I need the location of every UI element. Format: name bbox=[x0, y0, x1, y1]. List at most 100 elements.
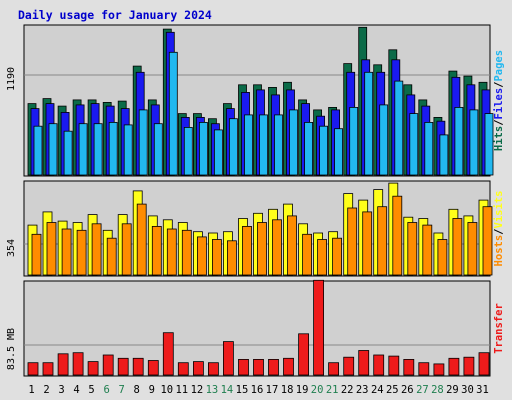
bar-pages-day-26 bbox=[409, 113, 419, 176]
legend-part-hits-files-pages-2: Files bbox=[493, 88, 505, 120]
bar-transfer-day-8 bbox=[132, 357, 144, 376]
bar-pages-day-8 bbox=[138, 109, 148, 176]
bar-pages-day-6 bbox=[108, 122, 118, 176]
x-tick-label-day-9: 9 bbox=[149, 384, 155, 396]
bar-transfer-day-25 bbox=[388, 355, 400, 376]
bar-transfer-day-17 bbox=[268, 358, 279, 376]
bar-hosts-day-5 bbox=[91, 223, 102, 276]
bar-hosts-day-20 bbox=[317, 239, 328, 276]
bar-pages-day-25 bbox=[394, 80, 404, 176]
y-max-label-hits-files-pages: 1190 bbox=[6, 67, 17, 91]
x-tick-label-day-26: 26 bbox=[401, 384, 414, 396]
bar-hosts-day-22 bbox=[347, 207, 358, 276]
bar-hosts-day-30 bbox=[467, 222, 478, 276]
x-tick-label-day-6: 6 bbox=[104, 384, 110, 396]
bar-transfer-day-6 bbox=[102, 354, 114, 376]
bar-transfer-day-23 bbox=[358, 350, 370, 376]
bar-transfer-day-9 bbox=[147, 360, 159, 376]
bar-transfer-day-20 bbox=[313, 279, 325, 376]
bar-hosts-day-27 bbox=[422, 224, 433, 276]
panel-hits-files-pages: 1190 Hits/Files/Pages bbox=[6, 24, 505, 177]
bar-hosts-day-15 bbox=[242, 225, 252, 276]
legend-part-hits-files-pages-1: / bbox=[493, 119, 505, 125]
legend-part-hits-files-pages-3: / bbox=[493, 82, 505, 88]
bar-pages-day-2 bbox=[48, 123, 58, 176]
bar-hosts-day-1 bbox=[31, 233, 42, 276]
bar-hosts-day-26 bbox=[407, 222, 418, 276]
x-tick-label-day-14: 14 bbox=[221, 384, 234, 396]
bar-hosts-day-18 bbox=[287, 215, 297, 276]
bar-transfer-day-19 bbox=[298, 333, 310, 376]
bar-transfer-day-26 bbox=[403, 358, 415, 376]
bar-pages-day-11 bbox=[183, 127, 193, 176]
bar-transfer-day-3 bbox=[57, 353, 69, 376]
bar-pages-day-1 bbox=[33, 125, 43, 176]
bar-hosts-day-6 bbox=[106, 237, 117, 276]
x-tick-label-day-15: 15 bbox=[236, 384, 249, 396]
bar-pages-day-22 bbox=[349, 107, 359, 176]
legend-label-hits-files-pages: Hits/Files/Pages bbox=[493, 50, 505, 151]
legend-part-visits-hosts-0: Hosts bbox=[493, 235, 505, 267]
legend-label-visits-hosts: Hosts/Visits bbox=[493, 191, 505, 267]
bar-pages-day-9 bbox=[153, 123, 163, 176]
panel-visits-hosts: 354 Hosts/Visits bbox=[6, 180, 505, 277]
bar-transfer-day-1 bbox=[27, 362, 39, 376]
bar-transfer-day-29 bbox=[448, 357, 460, 376]
bar-transfer-day-30 bbox=[463, 356, 475, 376]
bar-transfer-day-16 bbox=[253, 358, 264, 376]
bar-pages-day-29 bbox=[454, 107, 464, 176]
bar-pages-day-19 bbox=[304, 122, 314, 176]
bar-pages-day-31 bbox=[484, 113, 494, 176]
bar-pages-day-21 bbox=[334, 128, 344, 176]
bar-transfer-day-11 bbox=[177, 362, 189, 376]
bar-hosts-day-31 bbox=[482, 206, 493, 276]
bar-hosts-day-14 bbox=[226, 240, 237, 276]
x-tick-label-day-7: 7 bbox=[119, 384, 125, 396]
bar-pages-day-30 bbox=[469, 109, 479, 176]
panel-transfer: 83.5 MB Transfer bbox=[6, 279, 505, 377]
legend-part-hits-files-pages-0: Hits bbox=[493, 126, 505, 151]
bar-transfer-day-27 bbox=[418, 362, 430, 376]
x-tick-label-day-23: 23 bbox=[356, 384, 369, 396]
x-tick-label-day-12: 12 bbox=[191, 384, 204, 396]
x-tick-label-day-25: 25 bbox=[386, 384, 399, 396]
bar-hosts-day-4 bbox=[76, 229, 87, 276]
bar-hosts-day-23 bbox=[362, 211, 373, 276]
bar-hosts-day-9 bbox=[151, 225, 162, 276]
bar-hosts-day-13 bbox=[211, 239, 222, 276]
x-tick-label-day-24: 24 bbox=[371, 384, 384, 396]
bar-pages-day-13 bbox=[213, 129, 223, 176]
bar-transfer-day-13 bbox=[207, 362, 219, 376]
bar-transfer-day-31 bbox=[478, 352, 490, 376]
bar-transfer-day-2 bbox=[42, 362, 54, 376]
bar-transfer-day-15 bbox=[238, 358, 249, 376]
x-tick-label-day-30: 30 bbox=[461, 384, 474, 396]
x-tick-label-day-13: 13 bbox=[206, 384, 219, 396]
bar-transfer-day-12 bbox=[192, 361, 204, 376]
bar-pages-day-3 bbox=[63, 130, 73, 176]
x-tick-label-day-3: 3 bbox=[58, 384, 64, 396]
x-tick-label-day-29: 29 bbox=[446, 384, 459, 396]
bar-hosts-day-19 bbox=[302, 233, 313, 276]
bar-hosts-day-29 bbox=[452, 218, 463, 276]
x-tick-label-day-19: 19 bbox=[296, 384, 309, 396]
x-tick-label-day-21: 21 bbox=[326, 384, 339, 396]
legend-part-visits-hosts-1: / bbox=[493, 229, 505, 235]
bar-pages-day-7 bbox=[123, 124, 133, 176]
bar-transfer-day-28 bbox=[433, 363, 445, 376]
bar-hosts-day-10 bbox=[166, 228, 177, 276]
bar-hosts-day-11 bbox=[181, 229, 192, 276]
x-tick-label-day-28: 28 bbox=[431, 384, 444, 396]
x-tick-label-day-16: 16 bbox=[251, 384, 264, 396]
bar-pages-day-12 bbox=[198, 122, 208, 176]
x-tick-label-day-17: 17 bbox=[266, 384, 279, 396]
bar-hosts-day-2 bbox=[46, 222, 57, 276]
legend-part-visits-hosts-2: Visits bbox=[493, 191, 505, 229]
y-max-label-transfer: 83.5 MB bbox=[6, 328, 17, 370]
x-tick-label-day-4: 4 bbox=[73, 384, 79, 396]
bar-pages-day-14 bbox=[228, 118, 238, 176]
bar-transfer-day-7 bbox=[117, 357, 129, 376]
x-tick-label-day-22: 22 bbox=[341, 384, 354, 396]
x-tick-label-day-2: 2 bbox=[43, 384, 49, 396]
